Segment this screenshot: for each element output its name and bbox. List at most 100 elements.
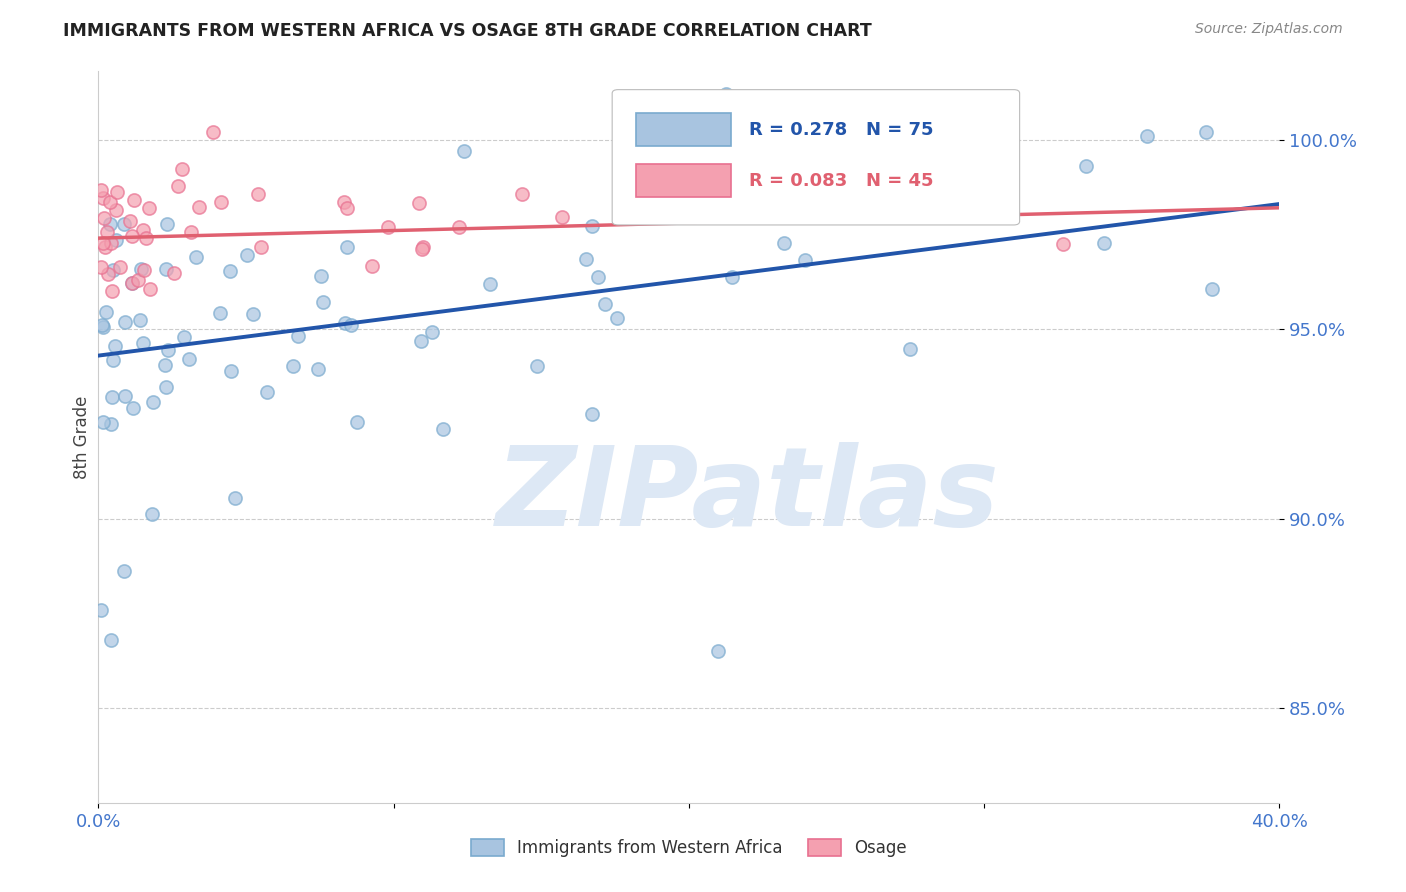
- Point: [155, 262, 177, 277]
- Point: [340, 318, 363, 333]
- Point: [93, 416, 115, 430]
- Point: [256, 385, 278, 400]
- Point: [581, 407, 603, 421]
- Point: [412, 240, 434, 254]
- FancyBboxPatch shape: [636, 164, 731, 197]
- Point: [101, 390, 124, 404]
- Point: [105, 233, 128, 247]
- Point: [336, 201, 359, 215]
- Point: [90, 602, 112, 616]
- Point: [129, 262, 152, 277]
- Point: [526, 359, 548, 374]
- Point: [127, 273, 149, 287]
- Point: [586, 270, 609, 285]
- Point: [173, 329, 195, 343]
- Point: [157, 343, 180, 357]
- Point: [551, 211, 574, 225]
- Point: [219, 264, 242, 278]
- Point: [593, 297, 616, 311]
- Point: [794, 252, 817, 267]
- Point: [98, 217, 121, 231]
- Point: [112, 564, 135, 578]
- Point: [104, 202, 127, 217]
- Point: [1052, 237, 1074, 252]
- Point: [155, 380, 177, 394]
- Point: [124, 193, 146, 207]
- Point: [333, 195, 356, 210]
- Point: [479, 277, 502, 291]
- Point: [224, 491, 246, 505]
- Point: [242, 307, 264, 321]
- Point: [105, 185, 128, 199]
- Point: [309, 269, 332, 284]
- Point: [1201, 281, 1223, 295]
- Point: [411, 242, 433, 256]
- Point: [91, 191, 114, 205]
- Point: [287, 329, 309, 343]
- Point: [432, 422, 454, 436]
- Point: [129, 313, 152, 327]
- Point: [94, 305, 117, 319]
- Point: [90, 260, 112, 274]
- Point: [103, 352, 125, 367]
- Point: [100, 235, 122, 250]
- Point: [281, 359, 304, 373]
- Point: [179, 352, 201, 367]
- Point: [91, 235, 114, 250]
- Point: [94, 240, 117, 254]
- Point: [1136, 128, 1159, 143]
- Point: [100, 284, 122, 298]
- Point: [97, 267, 120, 281]
- Point: [112, 217, 135, 231]
- Point: [180, 225, 202, 239]
- Point: [581, 219, 603, 234]
- Point: [898, 342, 921, 356]
- Point: [335, 317, 357, 331]
- Point: [156, 217, 179, 231]
- Point: [721, 270, 744, 285]
- FancyBboxPatch shape: [612, 90, 1019, 225]
- Point: [100, 632, 122, 647]
- Point: [408, 196, 430, 211]
- Point: [714, 87, 737, 101]
- Point: [209, 194, 232, 209]
- Point: [98, 195, 121, 210]
- Point: [90, 318, 112, 333]
- Point: [103, 263, 125, 277]
- Point: [108, 260, 131, 274]
- Y-axis label: 8th Grade: 8th Grade: [73, 395, 91, 479]
- Point: [141, 508, 163, 522]
- Point: [249, 240, 271, 254]
- Text: IMMIGRANTS FROM WESTERN AFRICA VS OSAGE 8TH GRADE CORRELATION CHART: IMMIGRANTS FROM WESTERN AFRICA VS OSAGE …: [63, 22, 872, 40]
- Point: [411, 334, 433, 349]
- Point: [626, 184, 648, 198]
- Point: [121, 277, 143, 291]
- Point: [134, 262, 156, 277]
- Point: [93, 211, 115, 225]
- Point: [121, 276, 143, 290]
- Point: [377, 220, 399, 235]
- Point: [853, 171, 876, 186]
- Point: [219, 364, 242, 378]
- Point: [336, 240, 359, 254]
- Point: [447, 219, 470, 234]
- Point: [1074, 159, 1097, 173]
- Point: [346, 415, 368, 429]
- Point: [100, 417, 122, 431]
- Point: [142, 395, 165, 409]
- Point: [120, 214, 142, 228]
- Point: [510, 187, 533, 202]
- Text: ZIPatlas: ZIPatlas: [496, 442, 1000, 549]
- Point: [307, 362, 329, 376]
- Point: [122, 401, 145, 415]
- FancyBboxPatch shape: [636, 113, 731, 146]
- Point: [135, 231, 157, 245]
- Point: [167, 178, 190, 193]
- Point: [236, 248, 259, 262]
- Point: [121, 228, 143, 243]
- Point: [114, 389, 136, 403]
- Point: [90, 183, 112, 197]
- Point: [114, 315, 136, 329]
- Point: [606, 310, 628, 325]
- Point: [312, 295, 335, 310]
